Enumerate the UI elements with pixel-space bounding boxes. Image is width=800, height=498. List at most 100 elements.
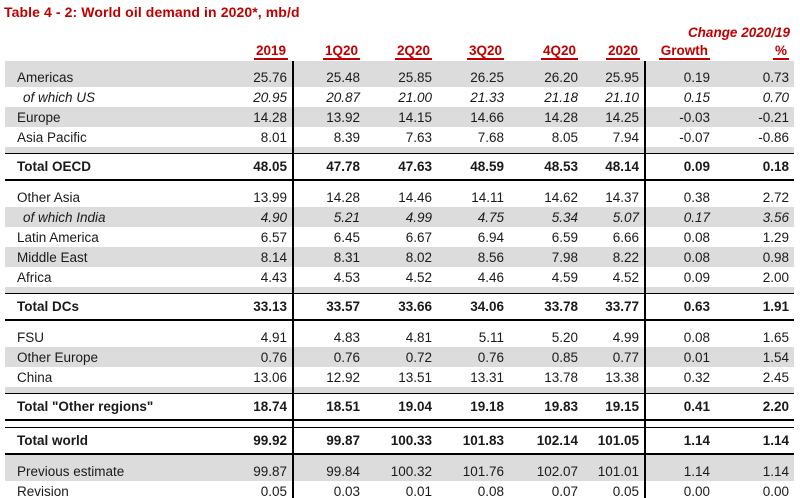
cell-value: 14.15 xyxy=(365,107,437,127)
table-row: of which India 4.90 5.21 4.99 4.75 5.34 5.07 0.… xyxy=(5,207,794,227)
cell-value: 0.98 xyxy=(715,247,794,267)
spacer-cell xyxy=(437,147,509,154)
spacer-row xyxy=(5,420,794,428)
cell-value: 0.41 xyxy=(644,393,715,421)
cell-value: 0.85 xyxy=(509,347,583,367)
cell-value: 0.72 xyxy=(365,347,437,367)
cell-value: 99.92 xyxy=(218,427,293,455)
cell-value: 0.00 xyxy=(644,481,715,498)
table-body: Americas 25.76 25.48 25.85 26.25 26.20 25.95 0.… xyxy=(5,61,794,498)
spacer-cell xyxy=(509,180,583,187)
spacer-cell xyxy=(644,61,715,67)
spacer-cell xyxy=(715,320,794,327)
cell-value: 14.28 xyxy=(218,107,293,127)
col-header-3q20: 3Q20 xyxy=(466,43,504,60)
cell-value: 1.14 xyxy=(644,427,715,455)
row-label: Americas xyxy=(5,67,218,87)
cell-value: 0.00 xyxy=(715,481,794,498)
table-header-group: Change 2020/19 2019 1Q20 2Q20 3Q20 4Q20 … xyxy=(5,23,794,61)
cell-value: 0.09 xyxy=(644,267,715,287)
cell-value: 0.76 xyxy=(292,347,365,367)
cell-value: 21.18 xyxy=(544,89,578,105)
cell-value: 0.70 xyxy=(762,89,789,105)
spacer-cell xyxy=(5,420,218,428)
row-label: Europe xyxy=(5,107,218,127)
spacer-cell xyxy=(583,61,645,67)
cell-value: 102.14 xyxy=(509,427,583,455)
cell-value: 21.33 xyxy=(470,89,504,105)
cell-value: 34.06 xyxy=(437,293,509,321)
spacer-cell xyxy=(583,147,645,154)
row-label: Other Europe xyxy=(5,347,218,367)
cell-value: 0.09 xyxy=(644,153,715,181)
cell-value: 4.81 xyxy=(405,329,432,345)
spacer-cell xyxy=(218,387,293,394)
cell-value: 48.59 xyxy=(437,153,509,181)
cell-value: 14.11 xyxy=(471,189,504,205)
spacer-cell xyxy=(583,180,645,187)
spacer-cell xyxy=(5,180,218,187)
cell-value: 4.53 xyxy=(292,267,365,287)
spacer-cell xyxy=(509,287,583,294)
spacer-cell xyxy=(583,387,645,394)
spacer-cell xyxy=(5,147,218,154)
cell-value: 21.00 xyxy=(398,89,432,105)
spacer-cell xyxy=(715,287,794,294)
cell-value: 18.74 xyxy=(218,393,293,421)
cell-value: 21.10 xyxy=(605,89,639,105)
cell-value: -0.03 xyxy=(644,107,715,127)
spacer-cell xyxy=(644,420,715,428)
spacer-row xyxy=(5,61,794,67)
cell-value: 8.05 xyxy=(551,129,578,145)
cell-value: 0.17 xyxy=(644,207,715,227)
spacer-cell xyxy=(509,61,583,67)
cell-value: 14.25 xyxy=(583,107,645,127)
col-header-growth: Growth xyxy=(658,43,710,60)
spacer-cell xyxy=(218,287,293,294)
cell-value: 8.22 xyxy=(583,247,645,267)
cell-value: 0.08 xyxy=(644,247,715,267)
spacer-cell xyxy=(644,454,715,461)
col-header-2020: 2020 xyxy=(605,43,640,60)
cell-value: 102.07 xyxy=(509,461,583,481)
cell-value: 48.53 xyxy=(509,153,583,181)
spacer-cell xyxy=(437,454,509,461)
spacer-cell xyxy=(644,287,715,294)
table-row: Europe 14.28 13.92 14.15 14.66 14.28 14.25 -0.0… xyxy=(5,107,794,127)
cell-value: 0.63 xyxy=(644,293,715,321)
row-label: Middle East xyxy=(5,247,218,267)
spacer-cell xyxy=(583,420,645,428)
spacer-row xyxy=(5,454,794,461)
cell-value: 2.72 xyxy=(762,189,789,205)
cell-value: 19.15 xyxy=(583,393,645,421)
cell-value: 2.45 xyxy=(762,369,789,385)
spacer-cell xyxy=(509,147,583,154)
spacer-cell xyxy=(292,387,365,394)
spacer-cell xyxy=(5,387,218,394)
table-row: Revision 0.05 0.03 0.01 0.08 0.07 0.05 0.00 0.00 xyxy=(5,481,794,498)
spacer-cell xyxy=(218,61,293,67)
spacer-cell xyxy=(218,454,293,461)
spacer-cell xyxy=(365,61,437,67)
cell-value: 47.63 xyxy=(365,153,437,181)
row-label: Asia Pacific xyxy=(17,129,87,145)
row-label: Total world xyxy=(5,427,218,455)
table-row: Total DCs 33.13 33.57 33.66 34.06 33.78 33.77 0… xyxy=(5,293,794,321)
spacer-cell xyxy=(437,287,509,294)
cell-value: 12.92 xyxy=(292,367,365,387)
cell-value: 4.83 xyxy=(292,327,365,347)
cell-value: 48.05 xyxy=(218,153,293,181)
cell-value: 4.99 xyxy=(365,207,437,227)
cell-value: 25.48 xyxy=(292,67,365,87)
row-label: Total "Other regions" xyxy=(5,393,218,421)
cell-value: 99.87 xyxy=(292,427,365,455)
cell-value: 4.75 xyxy=(437,207,509,227)
cell-value: 13.78 xyxy=(544,369,578,385)
cell-value: 0.05 xyxy=(583,481,645,498)
cell-value: 19.04 xyxy=(365,393,437,421)
table-title: Table 4 - 2: World oil demand in 2020*, … xyxy=(4,4,300,20)
spacer-cell xyxy=(365,454,437,461)
spacer-cell xyxy=(509,387,583,394)
cell-value: 0.01 xyxy=(365,481,437,498)
cell-value: 1.65 xyxy=(762,329,789,345)
